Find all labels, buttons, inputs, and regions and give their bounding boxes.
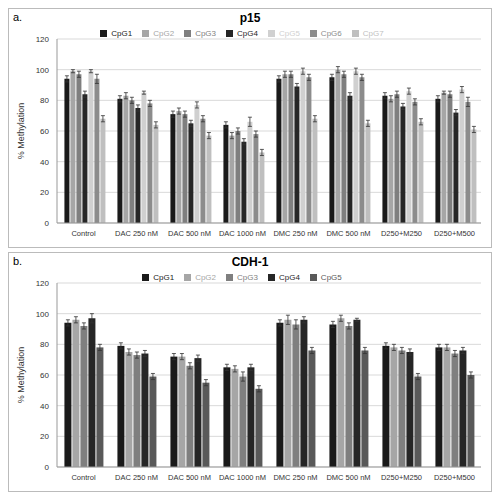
html-text:CpG1: CpG1 (111, 29, 133, 38)
svg-text:DAC 250 nM: DAC 250 nM (115, 473, 158, 482)
svg-text:100: 100 (36, 310, 50, 319)
svg-text:D250+M250: D250+M250 (381, 473, 422, 482)
svg-text:80: 80 (40, 96, 49, 105)
svg-text:D250+M500: D250+M500 (434, 229, 475, 238)
svg-text:80: 80 (40, 340, 49, 349)
html-text:CpG2: CpG2 (153, 29, 175, 38)
svg-text:120: 120 (36, 35, 50, 44)
html-text:b.: b. (13, 255, 23, 267)
svg-text:% Methylation: % Methylation (16, 103, 26, 160)
html-text:CpG5: CpG5 (320, 273, 342, 282)
svg-text:DAC 250 nM: DAC 250 nM (115, 229, 158, 238)
svg-text:DAC 1000 nM: DAC 1000 nM (219, 473, 266, 482)
svg-text:60: 60 (40, 127, 49, 136)
html-text:CDH-1: CDH-1 (231, 255, 269, 269)
svg-text:D250+M250: D250+M250 (381, 229, 422, 238)
svg-text:DMC 250 nM: DMC 250 nM (273, 229, 317, 238)
html-text:CpG7: CpG7 (362, 29, 384, 38)
svg-text:DMC 500 nM: DMC 500 nM (326, 473, 370, 482)
svg-text:DAC 500 nM: DAC 500 nM (168, 229, 211, 238)
svg-text:100: 100 (36, 66, 50, 75)
html-text:CpG2: CpG2 (195, 273, 216, 282)
svg-text:20: 20 (40, 432, 49, 441)
svg-text:40: 40 (40, 158, 49, 167)
html-text:CpG4: CpG4 (279, 273, 300, 282)
svg-text:DMC 250 nM: DMC 250 nM (273, 473, 317, 482)
svg-text:40: 40 (40, 402, 49, 411)
svg-text:0: 0 (45, 463, 50, 472)
svg-text:60: 60 (40, 371, 49, 380)
html-text:CpG5: CpG5 (279, 29, 300, 38)
html-text:p15: p15 (239, 11, 261, 25)
svg-text:Control: Control (71, 229, 96, 238)
svg-text:% Methylation: % Methylation (16, 347, 26, 404)
html-text:CpG1: CpG1 (153, 273, 175, 282)
svg-text:DAC 500 nM: DAC 500 nM (168, 473, 211, 482)
html-text:CpG4: CpG4 (237, 29, 258, 38)
html-text:a.: a. (13, 11, 23, 23)
svg-text:DAC 1000 nM: DAC 1000 nM (219, 229, 266, 238)
svg-text:D250+M500: D250+M500 (434, 473, 475, 482)
svg-text:0: 0 (45, 219, 50, 228)
svg-text:Control: Control (71, 473, 96, 482)
html-text:CpG6: CpG6 (320, 29, 342, 38)
html-text:CpG3: CpG3 (237, 273, 258, 282)
svg-text:120: 120 (36, 279, 50, 288)
html-text:CpG3: CpG3 (195, 29, 216, 38)
svg-text:DMC 500 nM: DMC 500 nM (326, 229, 370, 238)
svg-text:20: 20 (40, 188, 49, 197)
